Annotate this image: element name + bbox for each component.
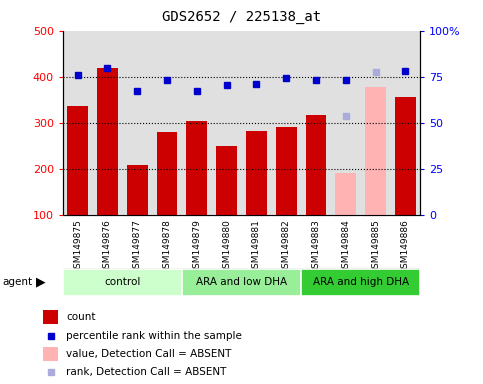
Text: GSM149878: GSM149878: [163, 219, 171, 274]
Text: GSM149880: GSM149880: [222, 219, 231, 274]
Bar: [301, 269, 420, 296]
Text: ARA and high DHA: ARA and high DHA: [313, 277, 409, 287]
Text: ARA and low DHA: ARA and low DHA: [196, 277, 287, 287]
Bar: [97, 68, 118, 215]
Bar: [216, 146, 237, 215]
Text: GSM149885: GSM149885: [371, 219, 380, 274]
Text: ▶: ▶: [36, 276, 46, 289]
Bar: [306, 115, 327, 215]
Bar: [395, 97, 416, 215]
Text: GSM149881: GSM149881: [252, 219, 261, 274]
Text: GSM149882: GSM149882: [282, 219, 291, 274]
Bar: [186, 121, 207, 215]
Text: control: control: [104, 277, 141, 287]
Bar: [156, 132, 177, 215]
Bar: [365, 87, 386, 215]
Text: GSM149879: GSM149879: [192, 219, 201, 274]
Text: GSM149884: GSM149884: [341, 219, 350, 274]
Text: GSM149876: GSM149876: [103, 219, 112, 274]
Bar: [246, 131, 267, 215]
Text: GSM149886: GSM149886: [401, 219, 410, 274]
Text: rank, Detection Call = ABSENT: rank, Detection Call = ABSENT: [66, 367, 227, 377]
Bar: [67, 106, 88, 215]
Bar: [43, 310, 58, 324]
Text: agent: agent: [2, 277, 32, 287]
Text: GDS2652 / 225138_at: GDS2652 / 225138_at: [162, 10, 321, 23]
Text: value, Detection Call = ABSENT: value, Detection Call = ABSENT: [66, 349, 232, 359]
Bar: [63, 269, 182, 296]
Text: percentile rank within the sample: percentile rank within the sample: [66, 331, 242, 341]
Bar: [335, 173, 356, 215]
Bar: [43, 347, 58, 361]
Bar: [182, 269, 301, 296]
Bar: [276, 127, 297, 215]
Bar: [127, 165, 148, 215]
Text: count: count: [66, 312, 96, 322]
Text: GSM149875: GSM149875: [73, 219, 82, 274]
Text: GSM149877: GSM149877: [133, 219, 142, 274]
Text: GSM149883: GSM149883: [312, 219, 320, 274]
